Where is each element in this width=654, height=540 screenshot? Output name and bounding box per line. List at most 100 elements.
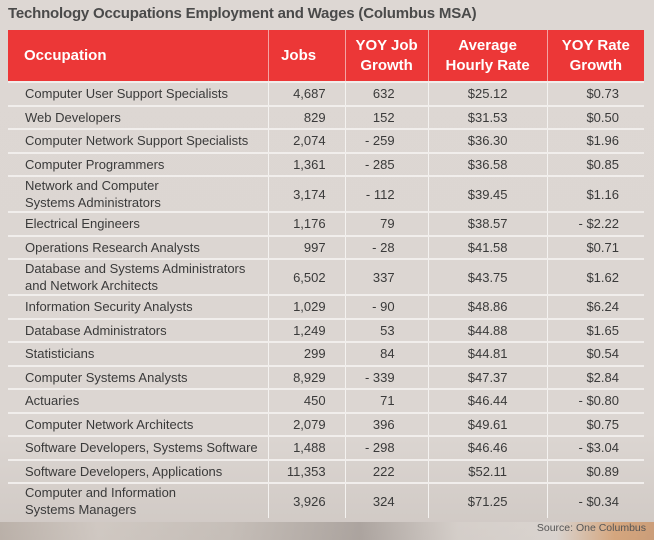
cell-yoy-job-growth: 324: [344, 482, 429, 518]
occupation-text: Computer Network Support Specialists: [25, 133, 249, 149]
cell-jobs: 829: [268, 104, 346, 129]
cell-average-hourly-rate: $41.58: [427, 234, 548, 259]
cell-yoy-job-growth: - 339: [344, 364, 429, 389]
cell-occupation: Computer and Information Systems Managers: [8, 482, 269, 518]
table-row: Information Security Analysts 1,029- 90 $4…: [8, 294, 644, 319]
table-row: Database Administrators 1,249 53 $44.88 $1.6…: [8, 317, 644, 342]
cell-occupation: Operations Research Analysts: [8, 234, 269, 259]
table-body: Computer User Support Specialists 4,687 63…: [8, 81, 644, 518]
header-average-hourly-rate: Average Hourly Rate: [427, 30, 548, 82]
cell-occupation: Web Developers: [8, 104, 269, 129]
cell-average-hourly-rate: $36.58: [427, 151, 548, 176]
cell-occupation: Computer Programmers: [8, 151, 269, 176]
table-row: Computer Systems Analysts 8,929- 339 $47.3…: [8, 364, 644, 389]
table-row: Actuaries 450 71 $46.44- $0.80: [8, 388, 644, 413]
header-occupation: Occupation: [24, 46, 107, 64]
cell-jobs: 2,079: [268, 411, 346, 436]
occupation-text: Network and Computer: [25, 178, 159, 193]
cell-yoy-rate-growth: $0.71: [546, 234, 644, 259]
cell-yoy-job-growth: - 259: [344, 128, 429, 153]
table-row: Computer Programmers 1,361- 285 $36.58 $0.8…: [8, 151, 644, 176]
cell-jobs: 299: [268, 341, 346, 366]
header-yoy-job-growth: YOY Job Growth: [344, 30, 429, 82]
occupation-text: Software Developers, Applications: [25, 463, 223, 479]
table-row: Computer User Support Specialists 4,687 63…: [8, 81, 644, 106]
cell-yoy-job-growth: 84: [344, 341, 429, 366]
cell-occupation: Computer Network Support Specialists: [8, 128, 269, 153]
cell-jobs: 8,929: [268, 364, 346, 389]
cell-average-hourly-rate: $48.86: [427, 294, 548, 319]
cell-jobs: 3,174: [268, 175, 346, 212]
cell-yoy-rate-growth: $1.16: [546, 175, 644, 212]
cell-yoy-job-growth: - 112: [344, 175, 429, 212]
cell-yoy-rate-growth: $1.96: [546, 128, 644, 153]
cell-occupation: Information Security Analysts: [8, 294, 269, 319]
cell-average-hourly-rate: $39.45: [427, 175, 548, 212]
cell-yoy-rate-growth: - $3.04: [546, 435, 644, 460]
cell-jobs: 450: [268, 388, 346, 413]
cell-jobs: 2,074: [268, 128, 346, 153]
cell-yoy-rate-growth: $0.75: [546, 411, 644, 436]
cell-yoy-rate-growth: $0.73: [546, 81, 644, 106]
cell-average-hourly-rate: $49.61: [427, 411, 548, 436]
table-row: Computer Network Support Specialists 2,07…: [8, 128, 644, 153]
cell-average-hourly-rate: $38.57: [427, 211, 548, 236]
cell-average-hourly-rate: $71.25: [427, 482, 548, 518]
cell-occupation: Statisticians: [8, 341, 269, 366]
background-photo-strip: [0, 522, 654, 540]
table-row: Computer Network Architects 2,079 396 $49.6…: [8, 411, 644, 436]
cell-occupation: Electrical Engineers: [8, 211, 269, 236]
cell-jobs: 11,353: [268, 458, 346, 483]
cell-occupation: Computer Systems Analysts: [8, 364, 269, 389]
cell-yoy-job-growth: - 90: [344, 294, 429, 319]
occupations-table: Occupation Jobs YOY Job Growth Average Hou…: [8, 30, 644, 518]
cell-yoy-job-growth: - 285: [344, 151, 429, 176]
cell-yoy-job-growth: 79: [344, 211, 429, 236]
occupation-text: Actuaries: [25, 393, 80, 409]
cell-yoy-job-growth: - 298: [344, 435, 429, 460]
table-title: Technology Occupations Employment and Wa…: [8, 5, 477, 22]
occupation-text: Electrical Engineers: [25, 216, 140, 232]
cell-yoy-rate-growth: - $0.80: [546, 388, 644, 413]
occupation-text: Computer Systems Analysts: [25, 369, 188, 385]
table-row: Software Developers, Applications 11,353 2…: [8, 458, 644, 483]
table-row: Computer and Information Systems Managers…: [8, 482, 644, 518]
occupation-text: Information Security Analysts: [25, 299, 193, 315]
cell-yoy-job-growth: 632: [344, 81, 429, 106]
cell-yoy-rate-growth: $0.54: [546, 341, 644, 366]
cell-average-hourly-rate: $43.75: [427, 258, 548, 295]
table-row: Software Developers, Systems Software 1,4…: [8, 435, 644, 460]
cell-yoy-rate-growth: $2.84: [546, 364, 644, 389]
table-row: Statisticians 299 84 $44.81 $0.54: [8, 341, 644, 366]
occupation-text: Database and Systems Administrators: [25, 261, 246, 276]
cell-yoy-job-growth: 71: [344, 388, 429, 413]
cell-jobs: 4,687: [268, 81, 346, 106]
occupation-text: Software Developers, Systems Software: [25, 440, 258, 456]
cell-yoy-rate-growth: $0.85: [546, 151, 644, 176]
cell-yoy-job-growth: 222: [344, 458, 429, 483]
cell-jobs: 1,361: [268, 151, 346, 176]
cell-occupation: Database and Systems Administrators and N…: [8, 258, 269, 295]
cell-average-hourly-rate: $36.30: [427, 128, 548, 153]
header-yoy-rate-growth: YOY Rate Growth: [546, 30, 644, 82]
cell-average-hourly-rate: $44.81: [427, 341, 548, 366]
table-row: Network and Computer Systems Administrato…: [8, 175, 644, 212]
cell-yoy-job-growth: 396: [344, 411, 429, 436]
cell-yoy-rate-growth: $0.89: [546, 458, 644, 483]
cell-yoy-rate-growth: - $2.22: [546, 211, 644, 236]
cell-yoy-rate-growth: - $0.34: [546, 482, 644, 518]
cell-occupation: Computer User Support Specialists: [8, 81, 269, 106]
cell-yoy-job-growth: 53: [344, 317, 429, 342]
cell-yoy-rate-growth: $1.62: [546, 258, 644, 295]
header-jobs: Jobs: [268, 30, 346, 82]
header-row: Occupation Jobs YOY Job Growth Average Hou…: [8, 30, 644, 82]
cell-jobs: 3,926: [268, 482, 346, 518]
cell-occupation: Network and Computer Systems Administrato…: [8, 175, 269, 212]
cell-jobs: 1,176: [268, 211, 346, 236]
occupation-text: Computer and Information: [25, 485, 177, 500]
occupation-text: Computer Network Architects: [25, 416, 194, 432]
occupation-text: Statisticians: [25, 346, 95, 362]
cell-average-hourly-rate: $46.46: [427, 435, 548, 460]
cell-yoy-rate-growth: $6.24: [546, 294, 644, 319]
table-row: Database and Systems Administrators and N…: [8, 258, 644, 295]
